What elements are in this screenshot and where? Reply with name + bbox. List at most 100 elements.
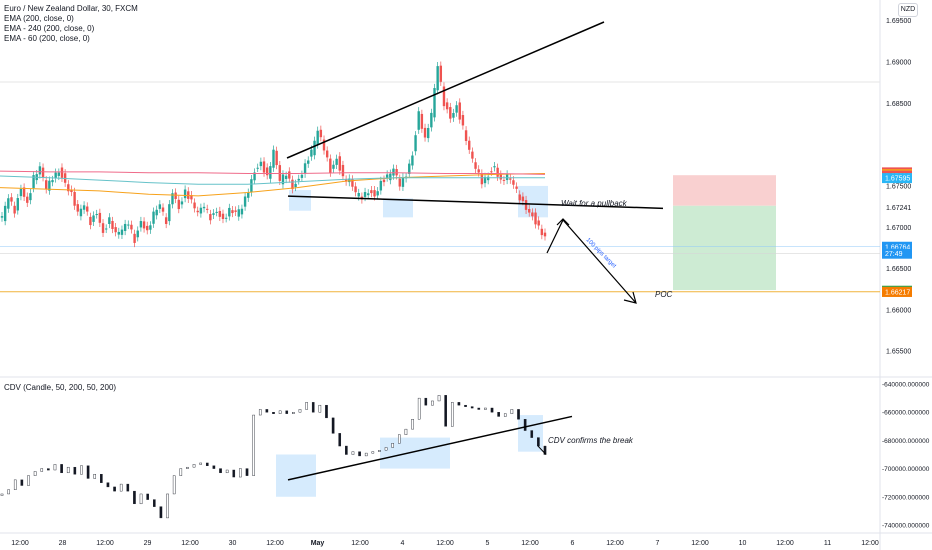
candle-body bbox=[275, 150, 278, 166]
cdv-axis-tick: -640000.000000 bbox=[882, 382, 930, 389]
candle-body bbox=[382, 179, 386, 183]
poc-label: POC bbox=[655, 290, 673, 299]
cdv-candle bbox=[404, 428, 408, 435]
currency-button[interactable]: NZD bbox=[898, 3, 918, 17]
candle-body bbox=[48, 180, 51, 191]
cdv-candle bbox=[417, 397, 421, 420]
cdv-candle bbox=[86, 465, 90, 479]
cdv-candle bbox=[80, 465, 83, 475]
candle-body bbox=[370, 190, 373, 194]
cdv-candle bbox=[47, 468, 50, 471]
price-label-bg bbox=[882, 241, 912, 252]
candle-body bbox=[19, 188, 23, 197]
demand-zone bbox=[383, 198, 413, 218]
candle-body bbox=[73, 191, 76, 206]
candle-body bbox=[420, 113, 424, 129]
candle-body bbox=[82, 205, 86, 210]
cdv-candle bbox=[139, 493, 143, 505]
candle-body bbox=[439, 65, 443, 82]
candle-body bbox=[313, 140, 316, 156]
cdv-candle bbox=[358, 451, 361, 457]
main-legend: Euro / New Zealand Dollar, 30, FXCM EMA … bbox=[4, 4, 138, 44]
cdv-candle bbox=[450, 402, 454, 427]
cdv-candle bbox=[325, 404, 328, 419]
candle-body bbox=[196, 210, 199, 213]
candle-body bbox=[524, 200, 528, 210]
candle-body bbox=[117, 231, 121, 235]
candle-body bbox=[521, 196, 525, 202]
candle-body bbox=[193, 202, 196, 209]
candle-body bbox=[202, 206, 206, 209]
ema-line-1 bbox=[0, 173, 546, 197]
price-axis-tick: 1.67500 bbox=[886, 183, 911, 190]
cdv-candle bbox=[27, 475, 30, 486]
candle-body bbox=[294, 183, 297, 188]
ema-legend-2: EMA - 240 (200, close, 0) bbox=[4, 24, 95, 33]
cdv-candle bbox=[192, 464, 196, 468]
candle-body bbox=[0, 216, 4, 218]
cdv-candle bbox=[338, 433, 342, 447]
candle-body bbox=[26, 196, 29, 203]
price-axis-tick: 1.66500 bbox=[886, 266, 911, 273]
cdv-candle bbox=[272, 412, 275, 414]
candle-body bbox=[291, 179, 294, 190]
candle-body bbox=[57, 172, 61, 176]
candle-body bbox=[104, 228, 108, 230]
cdv-candle bbox=[146, 493, 149, 500]
candle-body bbox=[256, 167, 259, 169]
candle-body bbox=[127, 224, 130, 226]
cdv-candle bbox=[537, 437, 540, 447]
take-profit-zone bbox=[673, 205, 776, 291]
cdv-candle bbox=[119, 483, 123, 492]
candle-body bbox=[363, 192, 367, 197]
time-axis-tick: 28 bbox=[59, 540, 67, 547]
candle-body bbox=[426, 127, 430, 139]
candle-body bbox=[531, 212, 534, 217]
cdv-candle bbox=[292, 412, 295, 414]
cdv-title: CDV (Candle, 50, 200, 50, 200) bbox=[4, 383, 117, 392]
candle-body bbox=[367, 193, 370, 196]
cdv-candle bbox=[378, 450, 381, 452]
candle-body bbox=[430, 112, 433, 128]
candle-body bbox=[146, 225, 149, 231]
time-axis-tick: 4 bbox=[401, 540, 405, 547]
candle-body bbox=[250, 179, 253, 193]
cdv-candle bbox=[265, 409, 269, 413]
candle-body bbox=[288, 171, 291, 179]
cdv-candle bbox=[503, 413, 507, 417]
candle-body bbox=[458, 102, 461, 120]
cdv-candle bbox=[166, 493, 169, 519]
cdv-candle bbox=[464, 404, 467, 407]
cdv-candle bbox=[186, 466, 189, 469]
candle-body bbox=[468, 140, 471, 150]
cdv-candle bbox=[258, 409, 262, 416]
cdv-candle bbox=[225, 469, 229, 474]
candle-body bbox=[262, 161, 266, 173]
candle-body bbox=[284, 175, 288, 180]
candle-body bbox=[455, 105, 458, 113]
candle-body bbox=[158, 204, 162, 209]
ema-legend-1: EMA (200, close, 0) bbox=[4, 14, 74, 23]
candle-body bbox=[67, 184, 70, 192]
candle-body bbox=[44, 180, 48, 190]
candle-body bbox=[253, 172, 256, 181]
candle-body bbox=[471, 151, 474, 159]
candle-body bbox=[231, 210, 234, 214]
cdv-candle bbox=[252, 414, 255, 476]
arrow-head-up bbox=[556, 218, 570, 226]
candle-body bbox=[234, 210, 237, 212]
candle-body bbox=[278, 165, 282, 181]
cdv-candle bbox=[437, 395, 441, 402]
pullback-label: Wait for a pullback bbox=[561, 199, 628, 208]
cdv-candle bbox=[331, 417, 335, 434]
candle-body bbox=[297, 178, 300, 181]
cdv-candle bbox=[73, 466, 77, 475]
time-axis-tick: 12:00 bbox=[181, 540, 199, 547]
candle-body bbox=[417, 111, 420, 130]
cdv-candle bbox=[517, 409, 520, 420]
cdv-candle bbox=[391, 443, 394, 448]
time-axis-tick: 12:00 bbox=[96, 540, 114, 547]
candle-body bbox=[464, 130, 468, 141]
cdv-candle bbox=[113, 486, 116, 492]
